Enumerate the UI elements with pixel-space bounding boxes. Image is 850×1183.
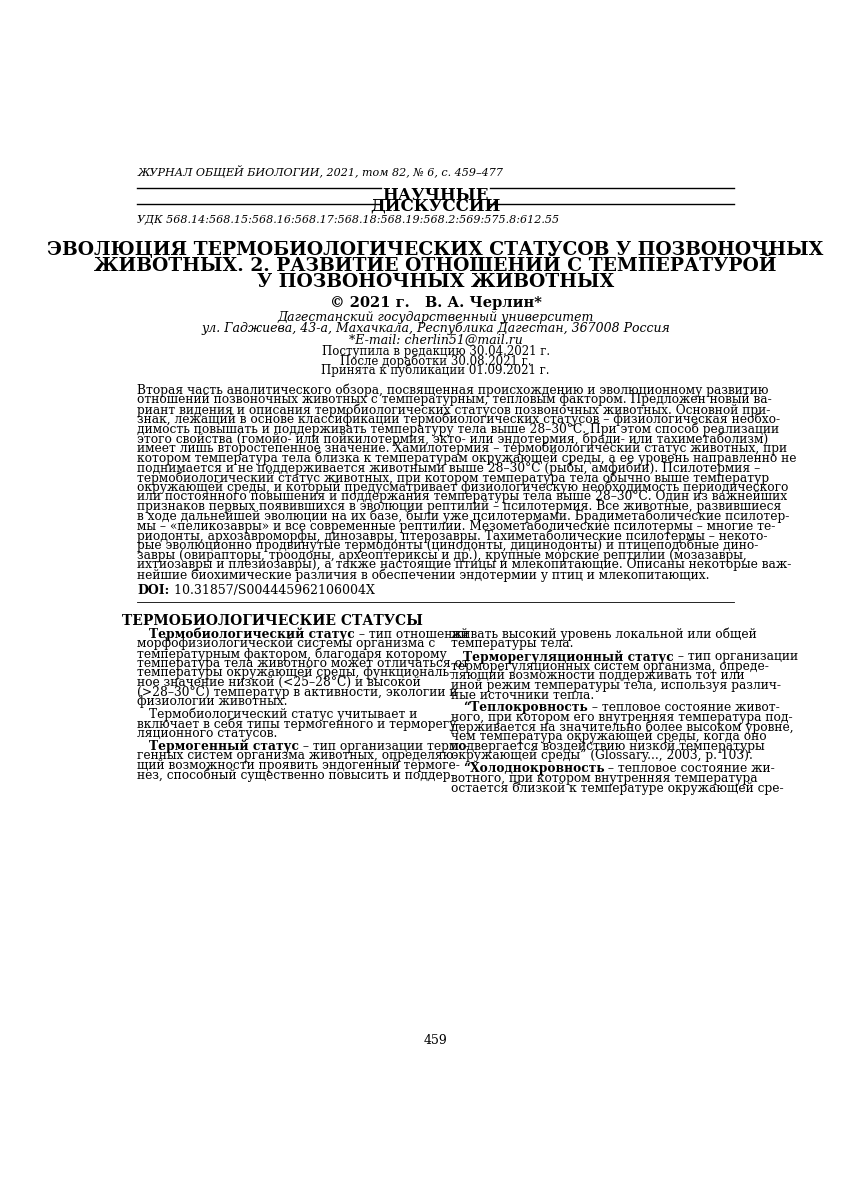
Text: нез, способный существенно повысить и поддер-: нез, способный существенно повысить и по… (137, 769, 455, 782)
Text: риодонты, архозавроморфы, динозавры, птерозавры. Тахиметаболические псилотермы –: риодонты, архозавроморфы, динозавры, пте… (137, 529, 768, 543)
Text: котором температура тела близка к температурам окружающей среды, а ее уровень на: котором температура тела близка к темпер… (137, 452, 796, 465)
Text: остается близкой к температуре окружающей сре-: остается близкой к температуре окружающе… (451, 782, 784, 795)
Text: температуры тела.: температуры тела. (451, 638, 574, 651)
Text: подвергается воздействию низкой температуры: подвергается воздействию низкой температ… (451, 739, 765, 752)
Text: Терморегуляционный статус: Терморегуляционный статус (462, 651, 673, 664)
Text: вотного, при котором внутренняя температура: вотного, при котором внутренняя температ… (451, 771, 757, 784)
Text: этого свойства (гомойо- или пойкилотермия, экто- или эндотермия, бради- или тахи: этого свойства (гомойо- или пойкилотерми… (137, 432, 768, 446)
Text: ляющий возможности поддерживать тот или: ляющий возможности поддерживать тот или (451, 670, 745, 683)
Text: термобиологический статус животных, при котором температура тела обычно выше тем: термобиологический статус животных, при … (137, 471, 769, 485)
Text: “Теплокровность: “Теплокровность (462, 702, 587, 715)
Text: DOI:: DOI: (137, 584, 169, 597)
Text: © 2021 г.   В. А. Черлин*: © 2021 г. В. А. Черлин* (330, 296, 541, 310)
Text: физиологии животных.: физиологии животных. (137, 696, 288, 709)
Text: *E-mail: cherlin51@mail.ru: *E-mail: cherlin51@mail.ru (348, 332, 523, 345)
Text: температуры окружающей среды, функциональ-: температуры окружающей среды, функционал… (137, 666, 454, 679)
Text: риант видения и описания термобиологических статусов позвоночных животных. Основ: риант видения и описания термобиологичес… (137, 403, 771, 416)
Text: генных систем организма животных, определяю-: генных систем организма животных, опреде… (137, 750, 458, 763)
Text: знак, лежащий в основе классификации термобиологических статусов – физиологическ: знак, лежащий в основе классификации тер… (137, 413, 780, 426)
Text: нейшие биохимические различия в обеспечении эндотермии у птиц и млекопитающих.: нейшие биохимические различия в обеспече… (137, 568, 710, 582)
Text: ного, при котором его внутренняя температура под-: ного, при котором его внутренняя темпера… (451, 711, 793, 724)
Text: мы – «пеликозавры» и все современные рептилии. Мезометаболические псилотермы – м: мы – «пеликозавры» и все современные реп… (137, 519, 775, 534)
Text: рые эволюционно продвинутые термодонты (цинодонты, дицинодонты) и птицеподобные : рые эволюционно продвинутые термодонты (… (137, 539, 758, 552)
Text: НАУЧНЫЕ: НАУЧНЫЕ (382, 187, 489, 203)
Text: димость повышать и поддерживать температуру тела выше 28–30°С. При этом способ р: димость повышать и поддерживать температ… (137, 422, 779, 437)
Text: ные источники тепла.: ные источники тепла. (451, 689, 594, 702)
Text: поднимается и не поддерживается животными выше 28–30°С (рыбы, амфибии). Псилотер: поднимается и не поддерживается животным… (137, 461, 761, 474)
Text: окружающей среды, и который предусматривает физиологическую необходимость период: окружающей среды, и который предусматрив… (137, 480, 789, 494)
Text: У ПОЗВОНОЧНЫХ ЖИВОТНЫХ: У ПОЗВОНОЧНЫХ ЖИВОТНЫХ (257, 273, 615, 291)
Text: – тепловое состояние живот-: – тепловое состояние живот- (587, 702, 779, 715)
Text: или постоянного повышения и поддержания температуры тела выше 28–30°С. Один из в: или постоянного повышения и поддержания … (137, 491, 787, 504)
Text: чем температура окружающей среды, когда оно: чем температура окружающей среды, когда … (451, 730, 767, 743)
Text: терморегуляционных систем организма, опреде-: терморегуляционных систем организма, опр… (451, 660, 769, 673)
Text: ляционного статусов.: ляционного статусов. (137, 728, 278, 741)
Text: После доработки 30.08.2021 г.: После доработки 30.08.2021 г. (340, 355, 531, 368)
Text: температура тела животного может отличаться от: температура тела животного может отличат… (137, 657, 469, 670)
Text: температурным фактором, благодаря которому: температурным фактором, благодаря которо… (137, 647, 447, 660)
Text: Термобиологический статус учитывает и: Термобиологический статус учитывает и (149, 707, 417, 722)
Text: Принята к публикации 01.09.2021 г.: Принята к публикации 01.09.2021 г. (321, 363, 550, 377)
Text: 459: 459 (424, 1034, 447, 1047)
Text: включает в себя типы термогенного и терморегу-: включает в себя типы термогенного и терм… (137, 718, 461, 731)
Text: морфофизиологической системы организма с: морфофизиологической системы организма с (137, 638, 435, 651)
Text: – тип организации: – тип организации (673, 651, 797, 664)
Text: ул. Гаджиева, 43-а, Махачкала, Республика Дагестан, 367008 Россия: ул. Гаджиева, 43-а, Махачкала, Республик… (201, 322, 670, 335)
Text: ДИСКУССИИ: ДИСКУССИИ (371, 198, 501, 214)
Text: 10.31857/S004445962106004X: 10.31857/S004445962106004X (169, 584, 374, 597)
Text: иной режим температуры тела, используя различ-: иной режим температуры тела, используя р… (451, 679, 781, 692)
Text: завры (овирапторы, троодоны, археоптериксы и др.), крупные морские рептилии (моз: завры (овирапторы, троодоны, археоптерик… (137, 549, 747, 562)
Text: признаков первых появившихся в эволюции рептилий – псилотермия. Все животные, ра: признаков первых появившихся в эволюции … (137, 500, 782, 513)
Text: Термогенный статус: Термогенный статус (149, 739, 299, 754)
Text: ихтиозавры и плезиозавры), а также настоящие птицы и млекопитающие. Описаны неко: ихтиозавры и плезиозавры), а также насто… (137, 558, 791, 571)
Text: отношений позвоночных животных с температурным, тепловым фактором. Предложен нов: отношений позвоночных животных с темпера… (137, 394, 772, 407)
Text: ЖУРНАЛ ОБЩЕЙ БИОЛОГИИ, 2021, том 82, № 6, с. 459–477: ЖУРНАЛ ОБЩЕЙ БИОЛОГИИ, 2021, том 82, № 6… (137, 166, 503, 179)
Text: щий возможности проявить эндогенный термоге-: щий возможности проявить эндогенный терм… (137, 759, 460, 772)
Text: УДК 568.14:568.15:568.16:568.17:568.18:568.19:568.2:569:575.8:612.55: УДК 568.14:568.15:568.16:568.17:568.18:5… (137, 215, 559, 225)
Text: – тип отношений: – тип отношений (354, 628, 468, 641)
Text: держивается на значительно более высоком уровне,: держивается на значительно более высоком… (451, 720, 794, 735)
Text: Дагестанский государственный университет: Дагестанский государственный университет (277, 311, 594, 324)
Text: “Холоднокровность: “Холоднокровность (462, 762, 604, 775)
Text: – тип организации термо-: – тип организации термо- (299, 739, 469, 752)
Text: живать высокий уровень локальной или общей: живать высокий уровень локальной или общ… (451, 628, 756, 641)
Text: ЭВОЛЮЦИЯ ТЕРМОБИОЛОГИЧЕСКИХ СТАТУСОВ У ПОЗВОНОЧНЫХ: ЭВОЛЮЦИЯ ТЕРМОБИОЛОГИЧЕСКИХ СТАТУСОВ У П… (48, 240, 824, 259)
Text: (>28–30°С) температур в активности, экологии и: (>28–30°С) температур в активности, экол… (137, 686, 458, 699)
Text: ТЕРМОБИОЛОГИЧЕСКИЕ СТАТУСЫ: ТЕРМОБИОЛОГИЧЕСКИЕ СТАТУСЫ (122, 614, 423, 628)
Text: – тепловое состояние жи-: – тепловое состояние жи- (604, 762, 775, 775)
Text: ное значение низкой (<25–28°С) и высокой: ное значение низкой (<25–28°С) и высокой (137, 675, 421, 689)
Text: Термобиологический статус: Термобиологический статус (149, 628, 354, 641)
Text: Поступила в редакцию 30.04.2021 г.: Поступила в редакцию 30.04.2021 г. (321, 345, 550, 358)
Text: имеет лишь второстепенное значение. Хамилотермия – термобиологический статус жив: имеет лишь второстепенное значение. Хами… (137, 442, 787, 455)
Text: в ходе дальнейшей эволюции на их базе, были уже псилотермами. Брадиметаболически: в ходе дальнейшей эволюции на их базе, б… (137, 510, 790, 523)
Text: ЖИВОТНЫХ. 2. РАЗВИТИЕ ОТНОШЕНИЙ С ТЕМПЕРАТУРОЙ: ЖИВОТНЫХ. 2. РАЗВИТИЕ ОТНОШЕНИЙ С ТЕМПЕР… (94, 257, 777, 276)
Text: окружающей среды” (Glossary..., 2003, р. 103).: окружающей среды” (Glossary..., 2003, р.… (451, 750, 753, 763)
Text: Вторая часть аналитического обзора, посвященная происхождению и эволюционному ра: Вторая часть аналитического обзора, посв… (137, 383, 768, 397)
